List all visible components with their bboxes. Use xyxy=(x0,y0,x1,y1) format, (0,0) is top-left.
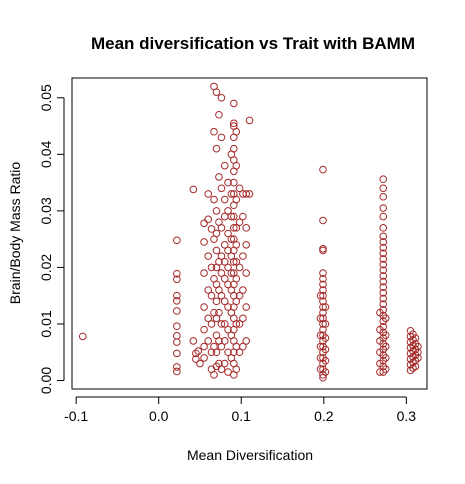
data-point xyxy=(205,338,212,345)
data-point xyxy=(246,117,253,124)
y-axis-label: Brain/Body Mass Ratio xyxy=(7,162,23,305)
x-tick-label: 0.2 xyxy=(314,408,334,424)
data-point xyxy=(243,338,250,345)
data-point xyxy=(218,225,225,232)
data-point xyxy=(218,185,225,192)
x-tick-label: -0.1 xyxy=(64,408,88,424)
data-point xyxy=(233,162,240,169)
data-point xyxy=(320,217,327,224)
data-point xyxy=(216,309,223,316)
data-point xyxy=(233,366,240,373)
data-point xyxy=(213,230,220,237)
data-point xyxy=(205,191,212,198)
data-point xyxy=(231,145,238,152)
data-point xyxy=(231,100,238,107)
x-tick-label: 0.3 xyxy=(397,408,417,424)
y-tick-label: 0.02 xyxy=(38,254,54,281)
data-point xyxy=(243,304,250,311)
data-point xyxy=(213,89,220,96)
data-point xyxy=(236,264,243,271)
data-point xyxy=(233,196,240,203)
data-point xyxy=(190,338,197,345)
data-points xyxy=(79,83,421,381)
data-point xyxy=(211,372,218,379)
y-tick-label: 0.04 xyxy=(38,140,54,167)
data-point xyxy=(240,315,247,322)
data-point xyxy=(201,326,208,333)
data-point xyxy=(205,216,212,223)
data-point xyxy=(213,145,220,152)
data-point xyxy=(79,333,86,340)
data-point xyxy=(233,242,240,249)
data-point xyxy=(213,208,220,215)
data-point xyxy=(218,134,225,141)
data-point xyxy=(213,349,220,356)
data-point xyxy=(380,225,387,232)
y-tick-label: 0.03 xyxy=(38,197,54,224)
data-point xyxy=(174,339,181,346)
data-point xyxy=(380,205,387,212)
data-point xyxy=(240,213,247,220)
data-point xyxy=(208,321,215,328)
data-point xyxy=(174,308,181,315)
data-point xyxy=(218,94,225,101)
y-axis: 0.00 0.01 0.02 0.03 0.04 0.05 xyxy=(38,84,64,394)
data-point xyxy=(201,220,208,227)
data-point xyxy=(240,287,247,294)
data-point xyxy=(205,253,212,260)
data-point xyxy=(211,196,218,203)
data-point xyxy=(243,225,250,232)
data-point xyxy=(201,343,208,350)
data-point xyxy=(233,275,240,282)
x-tick-label: 0.0 xyxy=(149,408,169,424)
data-point xyxy=(213,298,220,305)
chart-title: Mean diversification vs Trait with BAMM xyxy=(91,34,415,53)
data-point xyxy=(233,128,240,135)
data-point xyxy=(213,247,220,254)
data-point xyxy=(380,193,387,200)
data-point xyxy=(380,176,387,183)
data-point xyxy=(174,297,181,304)
data-point xyxy=(174,333,181,340)
data-point xyxy=(174,237,181,244)
data-point xyxy=(174,368,181,375)
y-tick-label: 0.01 xyxy=(38,310,54,337)
data-point xyxy=(201,355,208,362)
data-point xyxy=(240,253,247,260)
data-point xyxy=(208,292,215,299)
x-axis: -0.1 0.0 0.1 0.2 0.3 xyxy=(64,397,416,424)
x-tick-label: 0.1 xyxy=(232,408,252,424)
data-point xyxy=(174,350,181,357)
data-point xyxy=(221,162,228,169)
data-point xyxy=(201,270,208,277)
y-tick-label: 0.05 xyxy=(38,84,54,111)
data-point xyxy=(174,323,181,330)
data-point xyxy=(216,174,223,181)
y-tick-label: 0.00 xyxy=(38,367,54,394)
data-point xyxy=(380,185,387,192)
data-point xyxy=(201,239,208,246)
x-axis-label: Mean Diversification xyxy=(187,447,313,463)
data-point xyxy=(380,213,387,220)
data-point xyxy=(211,128,218,135)
data-point xyxy=(243,242,250,249)
data-point xyxy=(320,166,327,173)
data-point xyxy=(216,111,223,118)
data-point xyxy=(243,270,250,277)
data-point xyxy=(201,304,208,311)
data-point xyxy=(190,186,197,193)
data-point xyxy=(221,196,228,203)
